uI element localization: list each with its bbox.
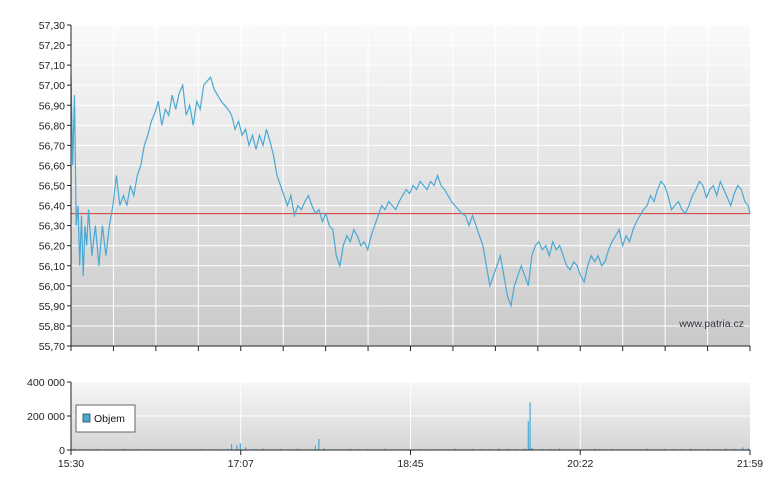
volume-bar — [239, 443, 241, 450]
price-y-tick-label: 56,20 — [39, 241, 65, 253]
volume-bar — [498, 448, 500, 450]
volume-y-axis: 400 000 200 000 0 — [27, 377, 71, 457]
price-y-tick-label: 57,10 — [39, 60, 65, 72]
legend-swatch — [82, 413, 91, 423]
time-tick-label: 17:07 — [228, 458, 254, 470]
price-y-tick-label: 56,80 — [39, 120, 65, 132]
price-series-line — [70, 75, 751, 309]
time-tick-label: 15:30 — [58, 458, 84, 470]
price-y-tick-label: 57,20 — [39, 40, 65, 52]
time-tick-label: 20:22 — [567, 458, 593, 470]
watermark: www.patria.cz — [678, 318, 744, 330]
volume-bar — [527, 421, 529, 450]
volume-y-tick-label: 200 000 — [27, 411, 65, 423]
price-y-tick-label: 56,10 — [39, 261, 65, 273]
price-y-tick-label: 56,30 — [39, 221, 65, 233]
volume-bar — [559, 448, 561, 450]
price-y-tick-label: 56,90 — [39, 100, 65, 112]
volume-bar — [73, 448, 76, 450]
volume-bar — [594, 448, 596, 450]
price-y-axis: 57,30 57,20 57,10 57,00 56,90 56,80 56,70 56,60… — [39, 20, 71, 353]
price-x-ticks — [70, 346, 751, 351]
volume-bar — [742, 447, 744, 450]
volume-bar — [323, 448, 325, 450]
volume-bar — [349, 448, 351, 450]
price-y-tick-label: 56,70 — [39, 140, 65, 152]
volume-bar — [733, 448, 735, 450]
price-y-tick-label: 57,00 — [39, 80, 65, 92]
volume-bar — [318, 438, 320, 450]
volume-bar — [297, 448, 299, 450]
volume-bar — [524, 448, 526, 450]
price-y-tick-label: 56,00 — [39, 281, 65, 293]
volume-bar — [245, 447, 247, 450]
volume-panel: 400 000 200 000 0 15:30 17:07 18:45 20:22 21:5… — [27, 377, 763, 470]
price-y-tick-label: 56,60 — [39, 160, 65, 172]
volume-bar — [531, 448, 533, 450]
volume-bar — [262, 448, 264, 450]
volume-bar — [227, 448, 229, 450]
volume-bar — [646, 448, 648, 450]
volume-y-tick-label: 0 — [59, 445, 65, 457]
time-tick-label: 18:45 — [397, 458, 423, 470]
volume-bar — [384, 448, 386, 450]
time-axis: 15:30 17:07 18:45 20:22 21:59 — [58, 450, 763, 470]
volume-bar — [690, 448, 692, 450]
volume-bar — [122, 448, 124, 450]
volume-bar — [529, 402, 531, 450]
price-y-tick-label: 56,50 — [39, 181, 65, 193]
volume-bar — [231, 444, 233, 450]
price-gridlines — [71, 24, 750, 347]
price-panel: 57,30 57,20 57,10 57,00 56,90 56,80 56,70 56,60… — [39, 20, 751, 353]
volume-bar — [747, 448, 749, 450]
price-y-tick-label: 55,80 — [39, 321, 65, 333]
volume-legend: Objem — [75, 404, 136, 433]
volume-bar — [236, 445, 238, 450]
time-tick-label: 21:59 — [737, 458, 763, 470]
price-y-tick-label: 55,70 — [39, 341, 65, 353]
price-y-tick-label: 57,30 — [39, 20, 65, 32]
price-y-tick-label: 55,90 — [39, 301, 65, 313]
volume-bar — [314, 445, 316, 451]
legend-label: Objem — [94, 413, 125, 425]
price-y-tick-label: 56,40 — [39, 201, 65, 213]
volume-y-tick-label: 400 000 — [27, 377, 65, 389]
volume-bar — [454, 448, 456, 450]
volume-bar — [725, 448, 727, 450]
volume-bar — [506, 448, 508, 450]
